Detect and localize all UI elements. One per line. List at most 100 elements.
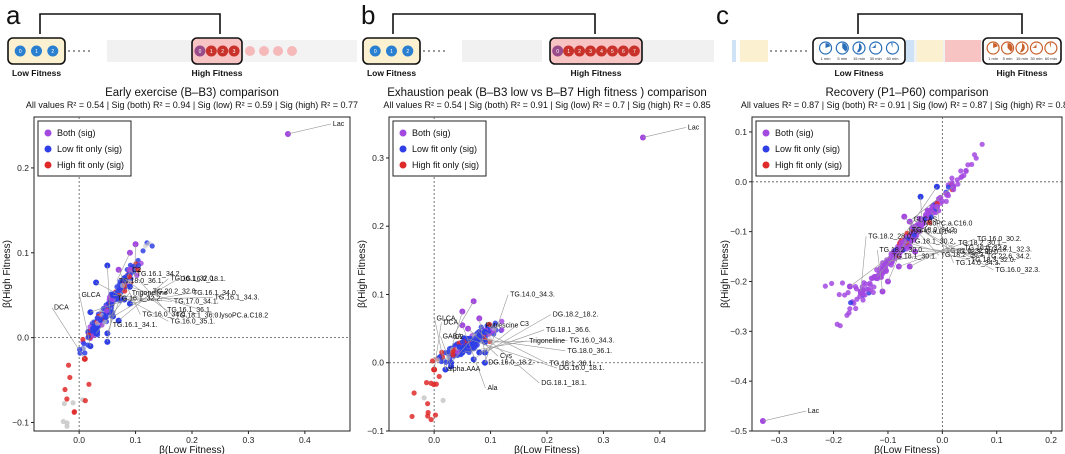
timepoint-label: 60 min [1045, 56, 1057, 61]
chart-subtitle: All values R² = 0.54 | Sig (both) R² = 0… [26, 100, 358, 110]
point-label: Ala [487, 385, 497, 392]
scatter-point [854, 296, 860, 302]
scatter-point [80, 336, 86, 343]
scatter-point [466, 349, 472, 356]
legend-entry: Low fit only (sig) [57, 144, 122, 154]
scatter-point [888, 254, 894, 260]
scatter-point [829, 280, 835, 287]
scatter-point [836, 291, 842, 298]
scatter-point [101, 319, 108, 325]
point-label: Putrescine [485, 323, 518, 330]
scatter-point [926, 219, 933, 226]
point-label: DG.18.1_18.1. [541, 380, 587, 387]
scatter-point [149, 243, 155, 249]
point-label: lysoPC.a.C18.2 [220, 312, 269, 319]
panel-a: a 0 1 2 Low Fitness 0 1 2 3 High Fitness Early exe… [2, 0, 358, 454]
scatter-point [443, 359, 449, 365]
point-label: Trigonelline [529, 338, 565, 345]
chart-title: Early exercise (B–B3) comparison [105, 87, 279, 99]
y-tick-label: −0.2 [730, 276, 747, 286]
legend-entry: Both (sig) [775, 128, 814, 138]
timepoint-label: 2 [578, 49, 581, 55]
chart-subtitle: All values R² = 0.54 | Sig (both) R² = 0… [383, 100, 710, 110]
timepoint-label: 2 [51, 49, 54, 55]
faded-timepoint [287, 46, 297, 56]
y-tick-label: 0.0 [735, 177, 747, 187]
scatter-point [434, 357, 441, 363]
point-label: GLCA [81, 292, 100, 299]
scatter-point [134, 273, 140, 279]
timepoint-label: 5 [611, 49, 614, 55]
point-label: DG.18.2_18.2. [553, 312, 599, 319]
label-leader [484, 331, 548, 364]
point-label: DCA [54, 305, 69, 312]
label-leader [473, 323, 519, 360]
point-label: TG.18.1_36.1. [550, 361, 595, 368]
timepoint-dot [617, 45, 629, 57]
chart-subtitle: All values R² = 0.87 | Sig (both) R² = 0… [741, 100, 1065, 110]
y-tick-label: 0.3 [372, 153, 384, 163]
point-label: TG.16.1_34.2. [137, 271, 182, 278]
label-leader [116, 252, 131, 281]
y-axis-label: β(High Fitness) [720, 240, 731, 308]
scatter-point [110, 297, 116, 304]
scatter-point [82, 350, 88, 356]
scatter-point [963, 167, 969, 174]
scatter-point [71, 409, 77, 415]
x-tick-label: 0.0 [428, 435, 440, 445]
label-leader [887, 229, 911, 282]
label-leader [762, 410, 806, 422]
label-leader [444, 311, 463, 370]
scatter-point [965, 162, 971, 168]
legend-swatch [399, 129, 407, 137]
timepoint-dot [369, 45, 381, 57]
timepoint-label: 3 [233, 49, 236, 55]
scatter-point [60, 418, 66, 425]
point-label: TG.18.2_30.0. [879, 247, 924, 254]
timepoint-dot [585, 45, 597, 57]
scatter-point [456, 344, 463, 350]
label-leader [287, 123, 331, 135]
label-leader [452, 301, 474, 338]
scatter-point [979, 141, 985, 147]
timepoint-dot [228, 45, 240, 57]
label-leader [118, 269, 141, 315]
label-leader [107, 265, 111, 326]
scatter-point [102, 314, 108, 320]
legend-entry: Low fit only (sig) [775, 144, 840, 154]
scatter-point [853, 305, 859, 312]
legend-swatch [762, 129, 770, 137]
stopwatch-fill [1007, 43, 1013, 52]
scatter-point [863, 281, 869, 287]
point-label: TG.18.2_36.3. [941, 252, 986, 259]
x-tick-label: 0.2 [1045, 435, 1057, 445]
stopwatch-fill [1031, 43, 1037, 48]
timepoint-label: 30 min [1030, 56, 1042, 61]
point-label: Lac [688, 124, 700, 131]
timeline-tint [641, 40, 714, 62]
label-leader [479, 329, 545, 353]
scatter-point [90, 326, 96, 332]
y-tick-label: 0.1 [17, 248, 29, 258]
timeline-tint [917, 40, 943, 62]
timepoint-label: 15 min [1016, 56, 1028, 61]
timepoint-label: 0 [19, 49, 22, 55]
scatter-point [119, 282, 126, 289]
faded-timepoint [273, 46, 283, 56]
timepoint-label: 15 min [853, 56, 865, 61]
label-leader [904, 216, 939, 256]
stopwatch-fill [856, 43, 862, 53]
label-leader [909, 246, 985, 257]
timepoint-label: 1 min [821, 56, 831, 61]
scatter-point [949, 175, 955, 181]
scatter-point [961, 172, 967, 179]
legend-entry: High fit only (sig) [412, 160, 479, 170]
point-label: TG.18.1_32.3. [987, 247, 1032, 254]
point-label: TG.16.0_32.2. [964, 245, 1009, 252]
scatter-point [842, 292, 848, 298]
x-tick-label: 0.4 [299, 435, 311, 445]
point-label: Lac [808, 408, 820, 415]
label-leader [936, 206, 945, 252]
